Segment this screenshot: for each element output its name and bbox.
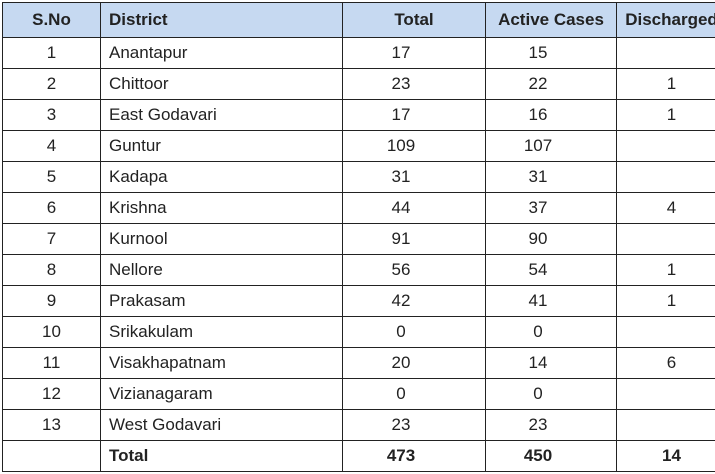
cell-total: 44 <box>342 192 486 224</box>
total-row-total: 473 <box>342 440 486 472</box>
cell-total: 23 <box>342 68 486 100</box>
table-row: 5 Kadapa 31 31 <box>2 161 715 193</box>
cell-total: 91 <box>342 223 486 255</box>
cell-discharged: 1 <box>616 285 715 317</box>
cell-sno: 12 <box>2 378 101 410</box>
cell-discharged <box>616 316 715 348</box>
cell-total: 17 <box>342 37 486 69</box>
cell-active-cases: 31 <box>485 161 617 193</box>
cell-total: 0 <box>342 316 486 348</box>
cell-discharged: 6 <box>616 347 715 379</box>
header-discharged: Discharged <box>616 2 715 38</box>
cell-active-cases: 0 <box>485 316 617 348</box>
cell-sno: 3 <box>2 99 101 131</box>
header-total: Total <box>342 2 486 38</box>
cell-district: Guntur <box>100 130 343 162</box>
total-row-discharged: 14 <box>616 440 715 472</box>
cell-active-cases: 54 <box>485 254 617 286</box>
table-row: 4 Guntur 109 107 <box>2 130 715 162</box>
cell-district: Nellore <box>100 254 343 286</box>
cell-active-cases: 0 <box>485 378 617 410</box>
cell-sno: 10 <box>2 316 101 348</box>
cell-total: 109 <box>342 130 486 162</box>
cell-discharged <box>616 409 715 441</box>
cell-discharged: 1 <box>616 99 715 131</box>
table-row: 10 Srikakulam 0 0 <box>2 316 715 348</box>
table-row: 13 West Godavari 23 23 <box>2 409 715 441</box>
cell-sno: 5 <box>2 161 101 193</box>
cell-sno: 1 <box>2 37 101 69</box>
header-sno: S.No <box>2 2 101 38</box>
cell-district: Prakasam <box>100 285 343 317</box>
cell-sno: 13 <box>2 409 101 441</box>
table-row: 8 Nellore 56 54 1 <box>2 254 715 286</box>
cell-district: Visakhapatnam <box>100 347 343 379</box>
table-row: 2 Chittoor 23 22 1 <box>2 68 715 100</box>
cell-total: 23 <box>342 409 486 441</box>
cell-active-cases: 14 <box>485 347 617 379</box>
cell-district: Srikakulam <box>100 316 343 348</box>
cell-sno: 8 <box>2 254 101 286</box>
total-row-label: Total <box>100 440 343 472</box>
cell-sno: 11 <box>2 347 101 379</box>
table-body: 1 Anantapur 17 15 2 Chittoor 23 22 1 3 East Godava… <box>2 37 715 441</box>
cell-active-cases: 37 <box>485 192 617 224</box>
cell-total: 42 <box>342 285 486 317</box>
cell-discharged <box>616 223 715 255</box>
cell-district: Krishna <box>100 192 343 224</box>
cell-discharged: 4 <box>616 192 715 224</box>
cell-district: Chittoor <box>100 68 343 100</box>
cell-discharged <box>616 130 715 162</box>
cell-sno: 7 <box>2 223 101 255</box>
cell-district: East Godavari <box>100 99 343 131</box>
cell-active-cases: 90 <box>485 223 617 255</box>
cell-district: Vizianagaram <box>100 378 343 410</box>
cell-district: Kadapa <box>100 161 343 193</box>
table-row: 9 Prakasam 42 41 1 <box>2 285 715 317</box>
table-row: 12 Vizianagaram 0 0 <box>2 378 715 410</box>
cell-district: West Godavari <box>100 409 343 441</box>
cell-sno: 4 <box>2 130 101 162</box>
cell-discharged <box>616 37 715 69</box>
cell-district: Kurnool <box>100 223 343 255</box>
table-row: 1 Anantapur 17 15 <box>2 37 715 69</box>
cell-discharged <box>616 161 715 193</box>
cell-discharged: 1 <box>616 68 715 100</box>
header-district: District <box>100 2 343 38</box>
cell-active-cases: 23 <box>485 409 617 441</box>
table-row: 7 Kurnool 91 90 <box>2 223 715 255</box>
cell-sno: 9 <box>2 285 101 317</box>
table-row: 3 East Godavari 17 16 1 <box>2 99 715 131</box>
table-row: 6 Krishna 44 37 4 <box>2 192 715 224</box>
total-row: Total 473 450 14 <box>2 440 715 472</box>
cell-discharged <box>616 378 715 410</box>
cell-total: 56 <box>342 254 486 286</box>
total-row-active: 450 <box>485 440 617 472</box>
cell-sno: 2 <box>2 68 101 100</box>
cell-total: 17 <box>342 99 486 131</box>
table-row: 11 Visakhapatnam 20 14 6 <box>2 347 715 379</box>
cell-active-cases: 16 <box>485 99 617 131</box>
header-row: S.No District Total Active Cases Dischar… <box>2 2 715 38</box>
header-active-cases: Active Cases <box>485 2 617 38</box>
cell-active-cases: 15 <box>485 37 617 69</box>
cell-active-cases: 107 <box>485 130 617 162</box>
cell-district: Anantapur <box>100 37 343 69</box>
cell-total: 0 <box>342 378 486 410</box>
cell-sno: 6 <box>2 192 101 224</box>
cell-active-cases: 22 <box>485 68 617 100</box>
total-row-sno <box>2 440 101 472</box>
cell-total: 20 <box>342 347 486 379</box>
cell-total: 31 <box>342 161 486 193</box>
cell-discharged: 1 <box>616 254 715 286</box>
cell-active-cases: 41 <box>485 285 617 317</box>
